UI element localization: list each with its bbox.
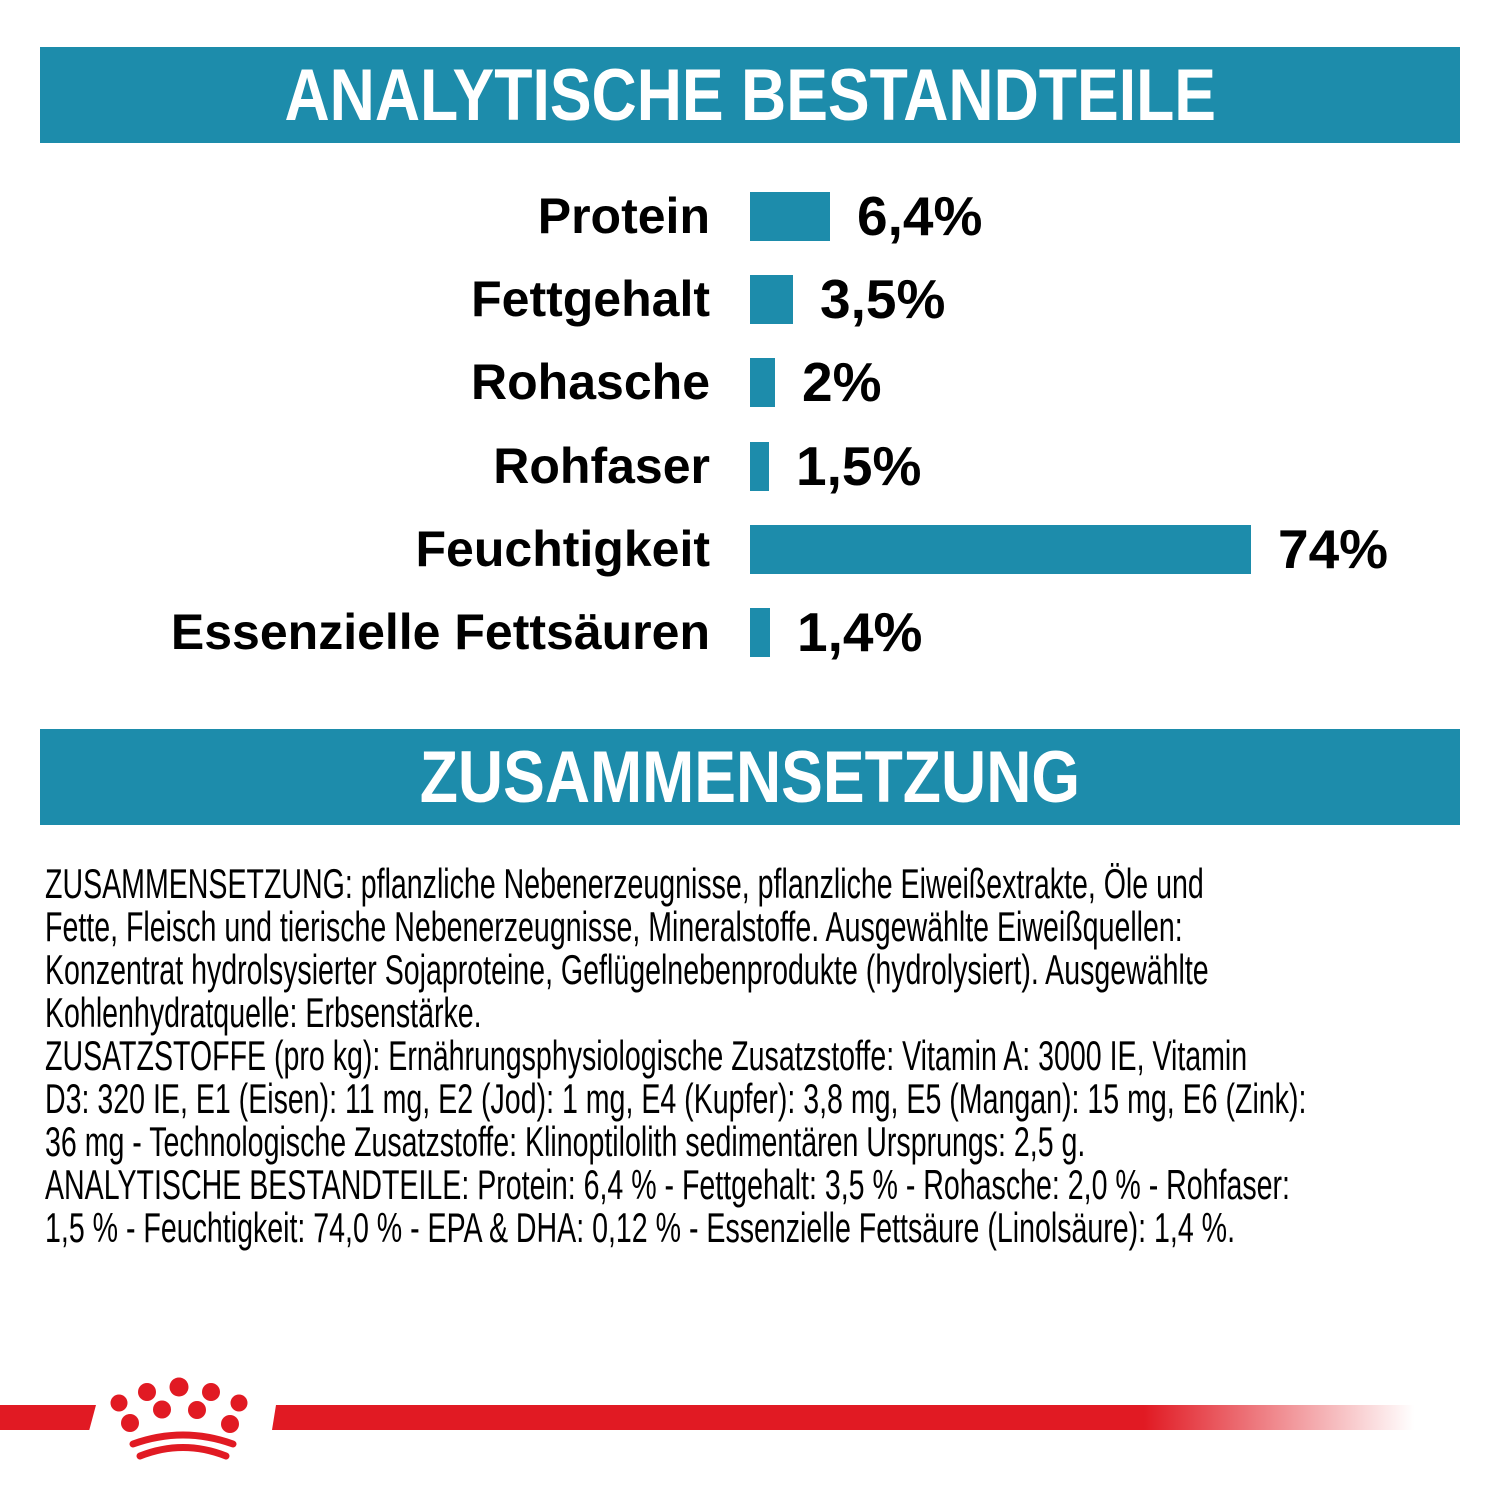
chart-bar: [750, 275, 793, 324]
chart-category-label: Protein: [537, 188, 710, 244]
chart-value-label: 1,5%: [796, 435, 922, 497]
royal-canin-crown-logo: [110, 1377, 248, 1460]
analytical-chart: Protein 6,4% Fettgehalt 3,5% Rohasche 2% Rohfa…: [0, 0, 1500, 700]
composition-line: D3: 320 IE, E1 (Eisen): 11 mg, E2 (Jod):…: [45, 1075, 1307, 1122]
chart-category-label: Feuchtigkeit: [415, 521, 710, 577]
composition-line: ZUSAMMENSETZUNG: pflanzliche Nebenerzeug…: [45, 860, 1204, 907]
composition-line: Fette, Fleisch und tierische Nebenerzeug…: [45, 903, 1183, 950]
composition-line: Konzentrat hydrolsysierter Sojaproteine,…: [45, 946, 1209, 993]
chart-category-label: Fettgehalt: [471, 271, 710, 327]
analytical-components-title: ANALYTISCHE BESTANDTEILE: [284, 53, 1216, 137]
chart-category-label: Rohasche: [471, 354, 710, 410]
chart-bar: [750, 608, 770, 657]
red-stripe-right: [272, 1405, 1500, 1430]
chart-bar: [750, 442, 769, 491]
chart-value-label: 1,4%: [797, 601, 923, 663]
composition-line: ANALYTISCHE BESTANDTEILE: Protein: 6,4 %…: [45, 1161, 1290, 1208]
composition-line: ZUSATZSTOFFE (pro kg): Ernährungsphysiol…: [45, 1032, 1248, 1079]
chart-value-label: 74%: [1278, 518, 1389, 580]
composition-line: 36 mg - Technologische Zusatzstoffe: Kli…: [45, 1118, 1086, 1165]
chart-value-label: 3,5%: [820, 268, 946, 330]
chart-category-label: Rohfaser: [493, 438, 710, 494]
red-stripe-left: [0, 1405, 96, 1430]
analytical-components-banner: ANALYTISCHE BESTANDTEILE: [40, 47, 1460, 143]
chart-value-label: 2%: [802, 351, 882, 413]
chart-category-label: Essenzielle Fettsäuren: [170, 604, 710, 660]
composition-line: Kohlenhydratquelle: Erbsenstärke.: [45, 989, 482, 1036]
composition-line: 1,5 % - Feuchtigkeit: 74,0 % - EPA & DHA…: [45, 1204, 1236, 1251]
chart-bar: [750, 525, 1251, 574]
composition-title: ZUSAMMENSETZUNG: [419, 735, 1081, 819]
composition-banner: ZUSAMMENSETZUNG: [40, 729, 1460, 825]
chart-bar: [750, 192, 830, 241]
chart-bar: [750, 358, 775, 407]
chart-value-label: 6,4%: [857, 185, 983, 247]
composition-text: ZUSAMMENSETZUNG: pflanzliche Nebenerzeug…: [45, 862, 1485, 1249]
